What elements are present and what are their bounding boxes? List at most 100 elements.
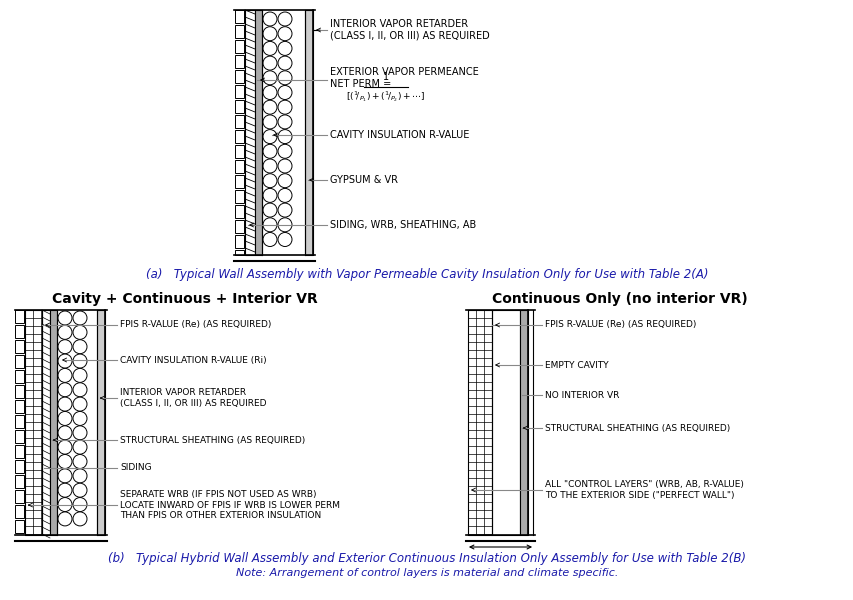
Circle shape (58, 512, 72, 526)
Circle shape (58, 426, 72, 440)
Bar (15, 415, 24, 428)
Text: GYPSUM & VR: GYPSUM & VR (329, 175, 397, 185)
Circle shape (58, 325, 72, 340)
Bar (15, 355, 24, 368)
Circle shape (58, 383, 72, 397)
Circle shape (58, 497, 72, 512)
Circle shape (73, 512, 87, 526)
Circle shape (278, 203, 292, 217)
Circle shape (73, 469, 87, 483)
Bar (519, 310, 527, 535)
Circle shape (263, 12, 276, 26)
Bar (15, 385, 24, 398)
Bar (245, 10, 255, 255)
Circle shape (58, 455, 72, 469)
Circle shape (73, 368, 87, 382)
Bar (15, 430, 24, 443)
Bar (15, 445, 24, 458)
Text: CAVITY INSULATION R-VALUE: CAVITY INSULATION R-VALUE (329, 130, 469, 140)
Bar (235, 85, 244, 98)
Bar (15, 400, 24, 413)
Bar (25, 310, 42, 535)
Circle shape (73, 311, 87, 325)
Bar (235, 115, 244, 128)
Circle shape (278, 71, 292, 85)
Circle shape (263, 115, 276, 129)
Circle shape (278, 115, 292, 129)
Circle shape (278, 100, 292, 114)
Text: FPIS R-VALUE (Re) (AS REQUIRED): FPIS R-VALUE (Re) (AS REQUIRED) (544, 320, 695, 329)
Text: SIDING, WRB, SHEATHING, AB: SIDING, WRB, SHEATHING, AB (329, 220, 476, 230)
Bar (50, 310, 57, 535)
Circle shape (58, 311, 72, 325)
Circle shape (58, 469, 72, 483)
Text: Note: Arrangement of control layers is material and climate specific.: Note: Arrangement of control layers is m… (235, 568, 618, 578)
Bar (235, 100, 244, 113)
Text: STRUCTURAL SHEATHING (AS REQUIRED): STRUCTURAL SHEATHING (AS REQUIRED) (120, 436, 305, 445)
Bar (235, 175, 244, 188)
Circle shape (278, 144, 292, 158)
Text: FPIS R-VALUE (Re) (AS REQUIRED): FPIS R-VALUE (Re) (AS REQUIRED) (120, 320, 271, 329)
Circle shape (263, 100, 276, 114)
Circle shape (278, 130, 292, 143)
Circle shape (263, 174, 276, 188)
Circle shape (73, 325, 87, 340)
Text: CAVITY INSULATION R-VALUE (Ri): CAVITY INSULATION R-VALUE (Ri) (120, 355, 266, 364)
Circle shape (263, 56, 276, 70)
Bar (255, 10, 262, 255)
Circle shape (278, 233, 292, 247)
Circle shape (58, 340, 72, 354)
Circle shape (278, 12, 292, 26)
Bar (235, 70, 244, 83)
Circle shape (73, 412, 87, 425)
Circle shape (58, 483, 72, 497)
Bar (235, 235, 244, 248)
Circle shape (263, 188, 276, 202)
Circle shape (263, 233, 276, 247)
Bar (235, 130, 244, 143)
Circle shape (278, 174, 292, 188)
Circle shape (58, 354, 72, 368)
Bar (235, 10, 244, 23)
Circle shape (278, 26, 292, 41)
Bar (235, 160, 244, 173)
Circle shape (73, 383, 87, 397)
Bar (15, 370, 24, 383)
Bar (235, 55, 244, 68)
Circle shape (278, 159, 292, 173)
Text: SEPARATE WRB (IF FPIS NOT USED AS WRB)
LOCATE INWARD OF FPIS IF WRB IS LOWER PER: SEPARATE WRB (IF FPIS NOT USED AS WRB) L… (120, 490, 339, 520)
Bar (15, 520, 24, 533)
Text: ALL "CONTROL LAYERS" (WRB, AB, R-VALUE)
TO THE EXTERIOR SIDE ("PERFECT WALL"): ALL "CONTROL LAYERS" (WRB, AB, R-VALUE) … (544, 480, 743, 500)
Circle shape (278, 41, 292, 55)
Circle shape (278, 218, 292, 232)
Bar (235, 145, 244, 158)
Circle shape (73, 483, 87, 497)
Bar (235, 40, 244, 53)
Text: (b)   Typical Hybrid Wall Assembly and Exterior Continuous Insulation Only Assem: (b) Typical Hybrid Wall Assembly and Ext… (107, 552, 746, 565)
Bar (467, 310, 491, 535)
Circle shape (263, 85, 276, 100)
Circle shape (73, 426, 87, 440)
Bar (15, 325, 24, 338)
Bar (42, 310, 50, 535)
Text: $[(^1\!/_{P_1})+(^1\!/_{P_2})+\cdots]$: $[(^1\!/_{P_1})+(^1\!/_{P_2})+\cdots]$ (345, 89, 426, 104)
Bar (305, 10, 313, 255)
Circle shape (58, 397, 72, 411)
Bar (235, 190, 244, 203)
Bar (491, 310, 519, 535)
Bar (235, 250, 244, 255)
Circle shape (263, 130, 276, 143)
Circle shape (73, 455, 87, 469)
Circle shape (263, 218, 276, 232)
Circle shape (263, 41, 276, 55)
Bar (97, 310, 105, 535)
Circle shape (278, 85, 292, 100)
Circle shape (278, 56, 292, 70)
Text: EXTERIOR VAPOR PERMEANCE: EXTERIOR VAPOR PERMEANCE (329, 67, 479, 77)
Text: STRUCTURAL SHEATHING (AS REQUIRED): STRUCTURAL SHEATHING (AS REQUIRED) (544, 424, 729, 433)
Text: NO INTERIOR VR: NO INTERIOR VR (544, 391, 618, 400)
Bar (235, 220, 244, 233)
Bar (15, 460, 24, 473)
Text: INTERIOR VAPOR RETARDER
(CLASS I, II, OR III) AS REQUIRED: INTERIOR VAPOR RETARDER (CLASS I, II, OR… (120, 388, 266, 408)
Bar (15, 310, 24, 323)
